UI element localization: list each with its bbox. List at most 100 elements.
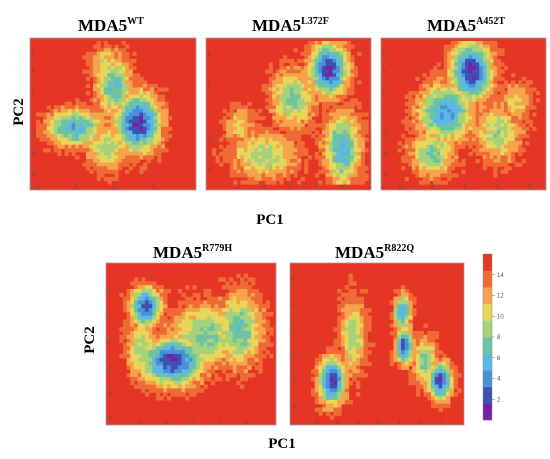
heatmap-cell [343,137,348,142]
heatmap-cell [188,300,194,305]
heatmap-cell [337,353,342,359]
heatmap-cell [346,108,351,114]
heatmap-cell [311,55,316,60]
heatmap-cell [240,151,245,156]
heatmap-cell [128,62,133,67]
heatmap-cell [429,144,434,149]
heatmap-cell [290,105,295,110]
heatmap-cell [332,91,337,96]
y-tick-label: -2 [32,131,37,137]
heatmap-cell [240,292,245,298]
y-tick-label: -4 [108,391,113,397]
heatmap-cell [479,48,484,53]
heatmap-cell [318,411,323,416]
panel-title-wt: MDA5WT [78,16,144,35]
heatmap-cell [132,137,137,142]
heatmap-cell [221,315,227,321]
heatmap-cell [247,151,252,156]
heatmap-cell [177,373,183,378]
heatmap-cell [457,44,463,49]
heatmap-cell [321,116,327,121]
heatmap-cell [226,119,231,124]
heatmap-cell [110,62,116,67]
heatmap-cell [275,91,280,96]
heatmap-cell [450,130,455,135]
heatmap-cell [103,58,108,64]
heatmap-cell [453,376,458,382]
heatmap-cell [177,323,183,328]
heatmap-cell [221,277,227,282]
heatmap-cell [203,308,208,313]
heatmap-cell [482,83,487,89]
heatmap-cell [422,137,427,142]
heatmap-cell [159,315,164,321]
heatmap-cell [152,288,157,294]
heatmap-cell [133,296,139,302]
heatmap-cell [78,123,83,128]
heatmap-cell [350,133,355,139]
heatmap-cell [489,69,494,74]
heatmap-cell [389,315,395,321]
heatmap-cell [325,166,330,171]
heatmap-cell [336,69,341,74]
heatmap-cell [121,130,126,135]
heatmap-cell [304,126,309,131]
heatmap-cell [493,112,498,117]
heatmap-cell [314,80,319,85]
heatmap-cell [236,173,241,178]
heatmap-cell [447,62,452,67]
heatmap-cell [343,112,348,117]
heatmap-cell [431,357,436,363]
heatmap-cell [482,108,487,114]
heatmap-cell [100,144,105,149]
heatmap-cell [177,365,183,370]
heatmap-cell [89,123,94,128]
heatmap-cell [350,148,355,153]
heatmap-cell [325,123,330,128]
heatmap-cell [225,342,230,347]
heatmap-cell [93,98,98,103]
heatmap-cell [468,126,473,131]
heatmap-cell [121,94,126,99]
heatmap-cell [107,101,112,106]
heatmap-cell [146,133,151,139]
heatmap-cell [82,144,87,149]
heatmap-cell [496,73,502,78]
heatmap-cell [429,173,434,178]
heatmap-cell [346,130,351,135]
heatmap-cell [243,273,248,279]
y-tick-label: 2 [292,327,295,333]
heatmap-cell [297,101,302,106]
heatmap-cell [268,169,273,174]
heatmap-cell [348,327,353,332]
heatmap-cell [46,105,51,110]
heatmap-cell [114,91,119,96]
heatmap-cell [457,130,463,135]
heatmap-cell [236,108,241,114]
heatmap-cell [440,151,445,156]
heatmap-cell [135,105,141,110]
y-axis-label-bottom: PC2 [82,326,98,354]
heatmap-cell [53,130,59,135]
heatmap-cell [222,158,227,164]
heatmap-cell [96,116,101,121]
heatmap-cell [160,94,166,99]
heatmap-cell [329,353,335,359]
heatmap-cell [350,180,355,185]
heatmap-cell [465,130,470,135]
heatmap-cell [482,48,487,53]
heatmap-cell [93,137,98,142]
heatmap-cell [450,173,455,178]
heatmap-cell [346,105,351,110]
heatmap-cell [118,73,123,78]
heatmap-cell [332,94,337,99]
heatmap-cell [254,296,259,302]
heatmap-cell [293,91,298,96]
heatmap-cell [404,342,410,347]
heatmap-cell [489,83,494,89]
heatmap-cell [137,365,142,370]
heatmap-cell [93,73,98,78]
heatmap-cell [107,162,112,167]
heatmap-cell [64,105,69,110]
heatmap-cell [159,319,164,324]
